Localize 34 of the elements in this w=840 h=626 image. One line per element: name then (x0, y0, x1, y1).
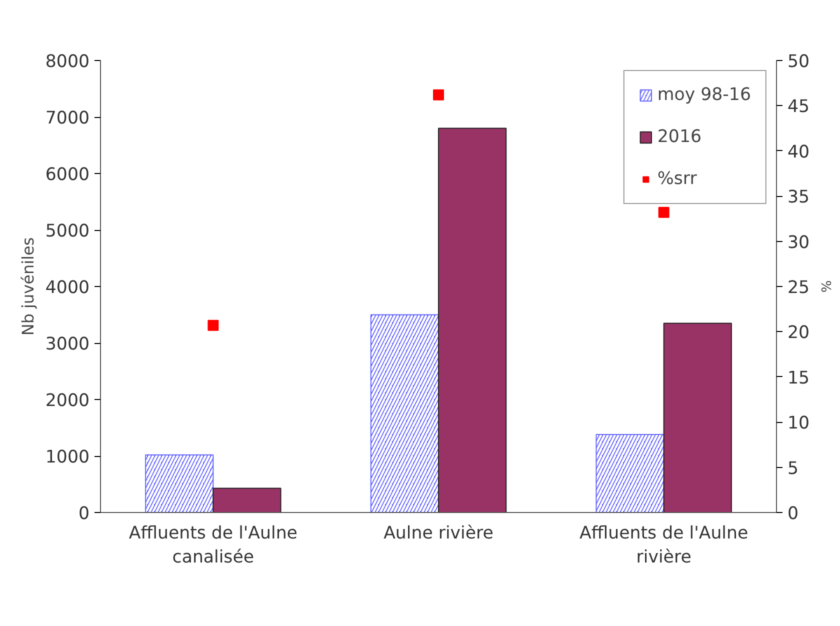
y2-tick-label: 30 (788, 232, 810, 253)
bar (663, 322, 732, 512)
y2-axis-title: % (818, 280, 833, 293)
y2-tick-label: 25 (788, 278, 810, 298)
y2-tick-label: 10 (788, 414, 810, 434)
y2-tick-label: 45 (788, 97, 810, 118)
y-tick-label: 2000 (45, 391, 90, 411)
legend-label: 2016 (657, 127, 702, 147)
y-tick-label: 6000 (45, 165, 90, 185)
y2-tick-label: 40 (788, 142, 810, 162)
y-tick-label: 1000 (45, 448, 90, 468)
y-tick-label: 8000 (45, 52, 90, 72)
y2-tick-label: 50 (788, 52, 810, 72)
y2-tick-label: 35 (788, 188, 810, 208)
y2-tick-label: 5 (788, 458, 799, 479)
point (658, 206, 670, 218)
bar (212, 488, 282, 512)
bar (438, 128, 507, 512)
y-tick-label: 7000 (45, 108, 90, 128)
y-tick-label: 4000 (45, 278, 90, 298)
legend-label: moy 98-16 (657, 85, 751, 105)
y2-tick-label: 0 (788, 504, 799, 524)
y2-tick-label: 15 (788, 368, 810, 388)
x-tick-label: Affluents de l'Aulne canalisée (128, 524, 298, 568)
y-tick-label: 5000 (45, 222, 90, 242)
y2-tick-label: 20 (788, 323, 810, 344)
y-tick-label: 0 (78, 504, 90, 524)
x-tick-label: Affluents de l'Aulne rivière (580, 524, 748, 568)
point (433, 89, 444, 100)
point (208, 320, 219, 331)
legend-label: %srr (657, 169, 697, 189)
y-axis-title: Nb juvéniles (18, 237, 38, 336)
y-tick-label: 3000 (45, 334, 90, 354)
x-tick-label: Aulne rivière (384, 524, 494, 544)
